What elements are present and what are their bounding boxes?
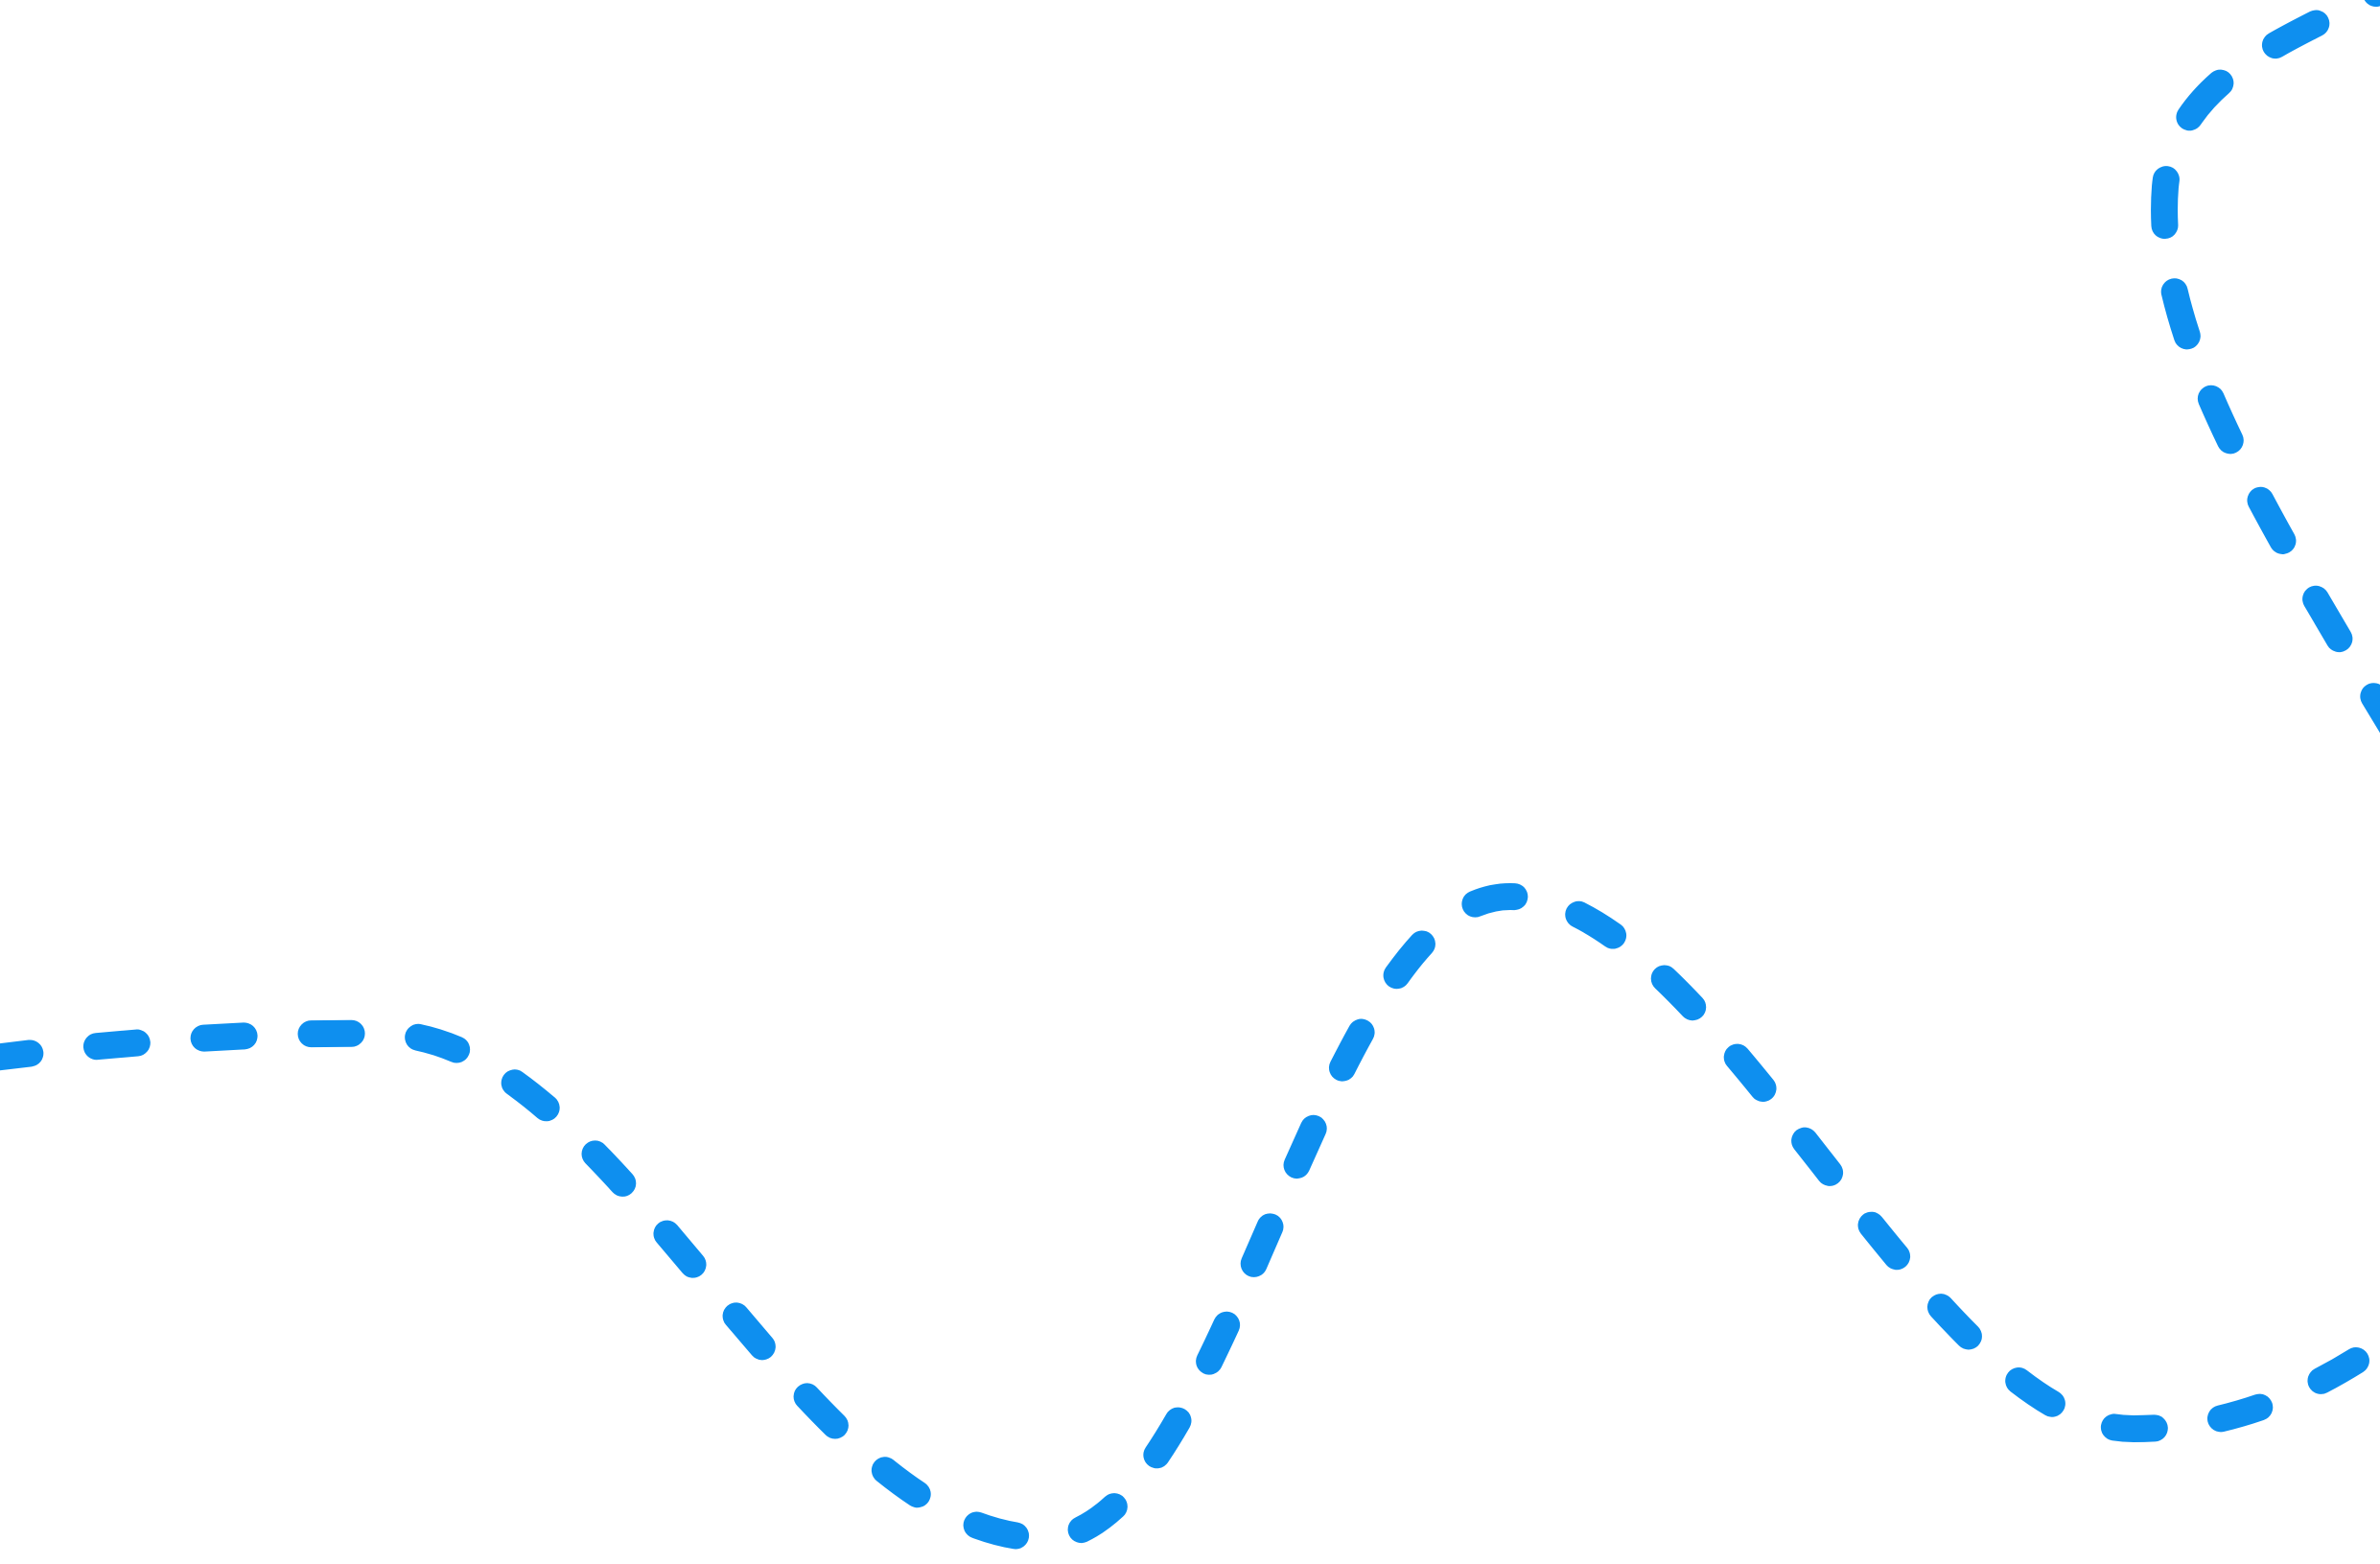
dashed-wave-path xyxy=(0,882,2380,1552)
dashed-corner-curve-path xyxy=(2151,0,2380,734)
